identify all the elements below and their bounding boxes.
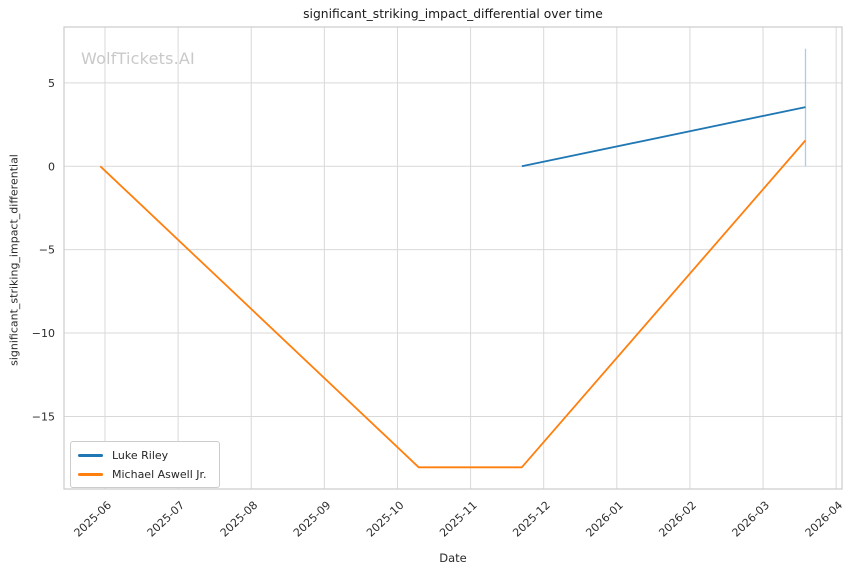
x-tick-label: 2026-04 xyxy=(803,499,845,540)
legend-line-swatch-blue xyxy=(78,453,103,457)
x-tick-label: 2025-07 xyxy=(145,499,187,540)
y-tick-label: 5 xyxy=(48,77,55,90)
x-tick-label: 2025-06 xyxy=(72,499,114,540)
y-tick-label: 0 xyxy=(48,160,55,173)
x-tick-label: 2025-09 xyxy=(291,499,333,540)
x-tick-label: 2025-10 xyxy=(364,499,406,540)
x-tick-label: 2025-11 xyxy=(437,499,479,540)
legend-label: Luke Riley xyxy=(112,448,169,462)
legend-label: Michael Aswell Jr. xyxy=(112,467,207,481)
legend-line-swatch-orange xyxy=(78,472,103,476)
y-tick-label: −15 xyxy=(32,410,55,423)
y-axis-label: significant_striking_impact_differential xyxy=(7,154,21,366)
x-tick-label: 2026-03 xyxy=(730,499,772,540)
y-tick-label: −10 xyxy=(32,327,55,340)
x-tick-label: 2026-02 xyxy=(656,499,698,540)
plot-border xyxy=(63,26,843,490)
x-tick-label: 2025-12 xyxy=(510,499,552,540)
x-tick-label: 2025-08 xyxy=(218,499,260,540)
y-tick-label: −5 xyxy=(39,244,55,257)
legend-item-luke-riley: Luke Riley xyxy=(78,447,207,463)
legend: Luke Riley Michael Aswell Jr. xyxy=(70,441,220,488)
chart-title: significant_striking_impact_differential… xyxy=(303,7,603,21)
legend-item-michael-aswell-jr: Michael Aswell Jr. xyxy=(78,466,207,482)
watermark: WolfTickets.AI xyxy=(81,49,195,68)
series-line-michael-aswell-jr- xyxy=(99,139,807,469)
series-line-luke-riley xyxy=(521,106,806,168)
x-axis-label: Date xyxy=(439,551,467,565)
x-tick-label: 2026-01 xyxy=(583,499,625,540)
